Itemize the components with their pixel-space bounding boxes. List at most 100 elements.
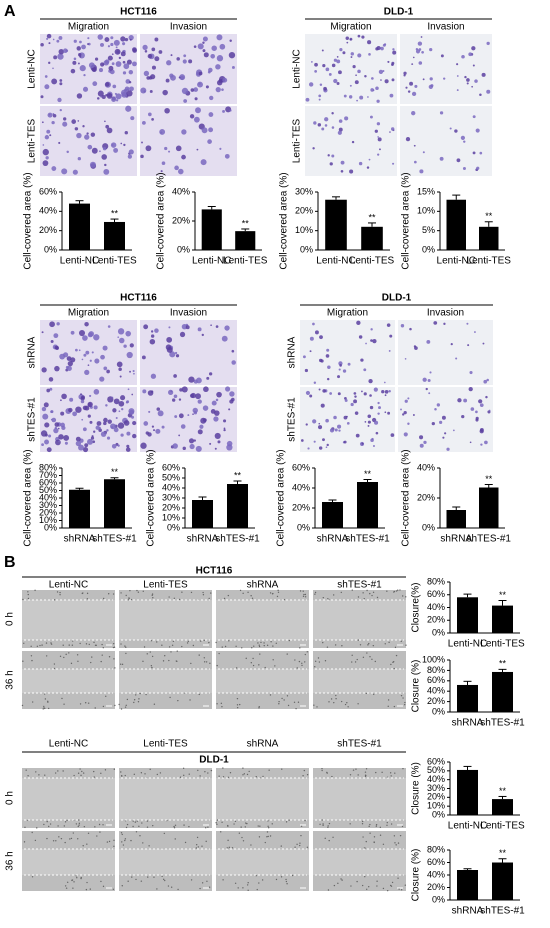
cell: [383, 381, 386, 384]
cell: [215, 64, 221, 70]
cell: [48, 113, 51, 116]
cell: [40, 42, 44, 47]
y-axis-label: Cell-covered area (%): [23, 449, 34, 546]
cell: [250, 844, 252, 846]
cell: [50, 642, 52, 644]
cell: [364, 74, 367, 78]
cell: [251, 597, 254, 599]
cell: [183, 99, 188, 103]
cell: [380, 79, 382, 81]
cell: [100, 880, 102, 883]
cell: [222, 776, 225, 778]
cell: [58, 836, 60, 838]
cell: [134, 821, 137, 823]
cell: [306, 774, 309, 776]
cell: [86, 132, 89, 135]
cell: [103, 366, 108, 371]
y-tick-label: 20%: [427, 792, 445, 802]
cell: [466, 78, 470, 82]
cell: [398, 888, 400, 890]
cell: [93, 334, 100, 341]
cell: [319, 83, 323, 87]
cell: [183, 774, 185, 777]
cell: [61, 168, 68, 175]
cell: [269, 694, 272, 696]
row-label: 36 h: [5, 851, 16, 870]
cell: [370, 339, 373, 342]
cell: [401, 595, 404, 597]
cell: [120, 51, 126, 57]
cell: [92, 440, 96, 444]
cell: [302, 775, 304, 777]
cell: [132, 825, 134, 828]
cell: [129, 409, 135, 415]
cell: [324, 117, 329, 122]
y-tick-label: 60%: [292, 462, 310, 472]
cell: [167, 885, 170, 887]
cell: [394, 646, 397, 649]
cell: [354, 411, 359, 415]
y-axis-label: Cell-covered area (%): [23, 172, 34, 269]
cell: [389, 772, 392, 774]
cell: [296, 667, 298, 669]
cell: [205, 827, 207, 829]
cell: [382, 43, 386, 47]
cell: [63, 656, 65, 659]
significance: **: [111, 467, 119, 477]
cell: [388, 390, 391, 393]
cell: [193, 87, 199, 92]
cell: [58, 36, 63, 40]
cell: [128, 149, 134, 155]
cell: [225, 386, 231, 392]
cell: [414, 160, 417, 164]
cell: [316, 706, 318, 708]
cell: [120, 395, 126, 401]
cell: [152, 597, 154, 599]
x-tick-label: Lenti-NC: [60, 256, 99, 267]
cell: [178, 76, 181, 79]
cell: [208, 127, 214, 133]
cell: [168, 389, 174, 395]
cell: [418, 61, 423, 65]
cell: [114, 704, 116, 707]
cell: [140, 880, 143, 882]
cell: [421, 50, 424, 54]
cell: [231, 349, 235, 353]
x-tick-label: Lenti-NC: [192, 256, 231, 267]
cell: [392, 50, 397, 55]
cell: [41, 121, 44, 124]
y-tick-label: 60%: [39, 477, 57, 487]
y-tick-label: 0%: [44, 244, 57, 254]
cell: [324, 837, 326, 840]
cell: [267, 826, 270, 829]
cell: [463, 140, 466, 143]
cell: [61, 393, 67, 400]
cell: [349, 84, 352, 87]
cell: [124, 839, 126, 842]
cell: [199, 640, 202, 642]
cell: [70, 68, 76, 74]
cell: [223, 597, 226, 600]
y-tick-label: 30%: [39, 500, 57, 510]
cell: [393, 590, 396, 593]
cell: [429, 77, 433, 81]
cell: [331, 63, 336, 68]
cell: [90, 661, 92, 664]
cell: [475, 128, 480, 133]
cell: [365, 342, 367, 345]
cell: [186, 642, 189, 644]
cell: [402, 767, 404, 770]
cell: [69, 397, 74, 402]
cell: [179, 776, 182, 778]
cell: [234, 820, 237, 823]
cell: [361, 820, 364, 823]
cell: [202, 591, 204, 594]
cell: [414, 346, 418, 350]
y-tick-label: 70%: [39, 470, 57, 480]
column-label: shTES-#1: [337, 580, 382, 591]
cell: [441, 415, 446, 420]
cell: [153, 429, 156, 432]
cell: [139, 692, 141, 695]
cell: [96, 835, 98, 837]
cell: [127, 880, 129, 882]
